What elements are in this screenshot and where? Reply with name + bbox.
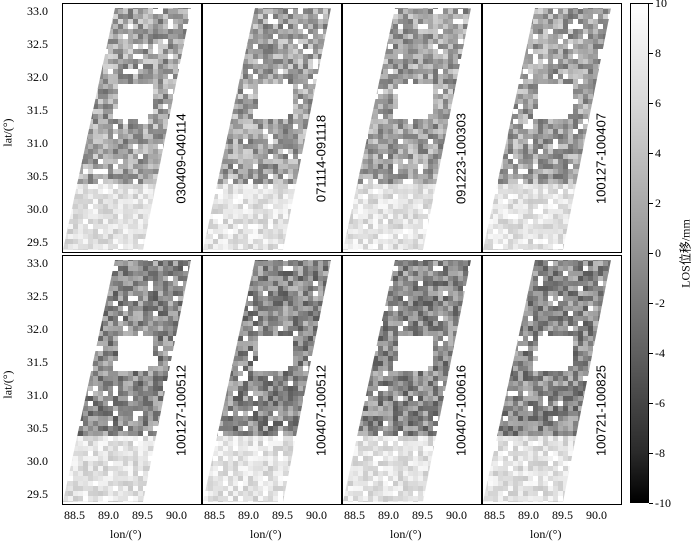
x-tick-label: 89.5 xyxy=(552,508,573,522)
colorbar-tick-mark xyxy=(649,353,653,354)
colorbar-tick-label: -10 xyxy=(655,496,671,510)
x-tick-label: 88.5 xyxy=(204,508,225,522)
colorbar-tick-mark xyxy=(649,403,653,404)
interferogram-date-label: 100127-100512 xyxy=(173,364,189,457)
x-axis-label: lon/(°) xyxy=(110,527,142,541)
colorbar-tick-mark xyxy=(649,253,653,254)
y-tick-label: 32.5 xyxy=(27,37,48,51)
x-tick-label: 89.0 xyxy=(98,508,119,522)
x-tick-label: 89.0 xyxy=(238,508,259,522)
interferogram-date-label: 100407-100616 xyxy=(453,364,469,457)
y-tick-label: 29.5 xyxy=(27,235,48,249)
interferogram-date-label: 030409-040114 xyxy=(173,113,189,204)
colorbar-tick-mark xyxy=(649,103,653,104)
y-tick-label: 32.0 xyxy=(27,322,48,336)
interferogram-panel-3: 091223-100303 xyxy=(342,3,482,253)
x-tick-label: 89.5 xyxy=(272,508,293,522)
interferogram-panel-4: 100127-100407 xyxy=(482,3,622,253)
interferogram-image-4 xyxy=(483,8,611,250)
x-tick-label: 88.5 xyxy=(64,508,85,522)
interferogram-image-3 xyxy=(343,8,471,250)
interferogram-image-5 xyxy=(63,260,191,502)
y-tick-label: 32.0 xyxy=(27,70,48,84)
colorbar-tick-label: 2 xyxy=(655,196,661,210)
y-tick-label: 30.0 xyxy=(27,454,48,468)
x-axis-label: lon/(°) xyxy=(530,527,562,541)
colorbar-tick-mark xyxy=(649,503,653,504)
interferogram-panel-8: 100721-100825 xyxy=(482,255,622,505)
colorbar-tick-label: 6 xyxy=(655,96,661,110)
colorbar-tick-mark xyxy=(649,53,653,54)
interferogram-date-label: 100721-100825 xyxy=(593,364,609,457)
colorbar-tick-label: -8 xyxy=(655,446,665,460)
interferogram-panel-5: 100127-100512 xyxy=(62,255,202,505)
y-tick-label: 31.0 xyxy=(27,136,48,150)
y-tick-label: 31.0 xyxy=(27,388,48,402)
y-tick-label: 30.5 xyxy=(27,421,48,435)
x-tick-label: 89.0 xyxy=(518,508,539,522)
y-tick-label: 33.0 xyxy=(27,256,48,270)
colorbar-tick-label: -6 xyxy=(655,396,665,410)
colorbar-label: LOS位移/mm xyxy=(678,219,693,288)
x-tick-label: 90.0 xyxy=(446,508,467,522)
interferogram-panel-7: 100407-100616 xyxy=(342,255,482,505)
colorbar xyxy=(630,3,649,503)
x-tick-label: 90.0 xyxy=(586,508,607,522)
interferogram-image-8 xyxy=(483,260,611,502)
colorbar-tick-label: -4 xyxy=(655,346,665,360)
x-tick-label: 89.5 xyxy=(132,508,153,522)
x-tick-label: 88.5 xyxy=(344,508,365,522)
interferogram-image-1 xyxy=(63,8,191,250)
x-tick-label: 90.0 xyxy=(166,508,187,522)
interferogram-panel-6: 100407-100512 xyxy=(202,255,342,505)
interferogram-image-2 xyxy=(203,8,331,250)
y-axis-label: lat/(°) xyxy=(0,118,15,147)
x-axis-label: lon/(°) xyxy=(250,527,282,541)
interferogram-date-label: 071114-091118 xyxy=(313,114,329,203)
x-tick-label: 88.5 xyxy=(484,508,505,522)
y-tick-label: 33.0 xyxy=(27,4,48,18)
colorbar-tick-label: 4 xyxy=(655,146,661,160)
colorbar-tick-mark xyxy=(649,303,653,304)
interferogram-date-label: 100407-100512 xyxy=(313,364,329,457)
y-tick-label: 31.5 xyxy=(27,103,48,117)
colorbar-tick-label: -2 xyxy=(655,296,665,310)
y-axis-label: lat/(°) xyxy=(0,370,15,399)
x-tick-label: 90.0 xyxy=(306,508,327,522)
colorbar-tick-mark xyxy=(649,453,653,454)
interferogram-image-7 xyxy=(343,260,471,502)
y-tick-label: 29.5 xyxy=(27,487,48,501)
colorbar-tick-mark xyxy=(649,203,653,204)
colorbar-tick-mark xyxy=(649,153,653,154)
x-axis-label: lon/(°) xyxy=(390,527,422,541)
interferogram-panel-1: 030409-040114 xyxy=(62,3,202,253)
x-tick-label: 89.0 xyxy=(378,508,399,522)
y-tick-label: 32.5 xyxy=(27,289,48,303)
y-tick-label: 30.5 xyxy=(27,169,48,183)
colorbar-tick-label: 8 xyxy=(655,46,661,60)
y-tick-label: 30.0 xyxy=(27,202,48,216)
x-tick-label: 89.5 xyxy=(412,508,433,522)
interferogram-image-6 xyxy=(203,260,331,502)
y-tick-label: 31.5 xyxy=(27,355,48,369)
colorbar-tick-mark xyxy=(649,3,653,4)
interferogram-date-label: 100127-100407 xyxy=(593,112,609,205)
interferogram-date-label: 091223-100303 xyxy=(453,112,469,205)
colorbar-tick-label: 10 xyxy=(655,0,667,10)
colorbar-tick-label: 0 xyxy=(655,246,661,260)
interferogram-panel-2: 071114-091118 xyxy=(202,3,342,253)
